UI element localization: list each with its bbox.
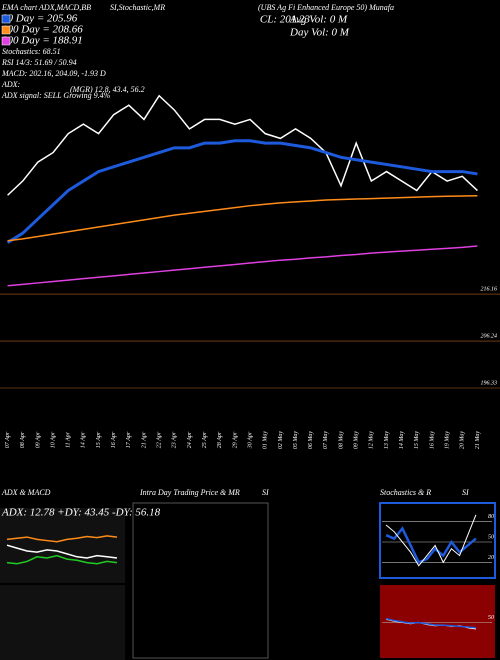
x-tick-label: 20 May [460, 431, 466, 449]
x-tick-label: 14 Apr [80, 431, 87, 448]
x-tick-label: 17 Apr [126, 431, 132, 448]
x-tick-label: 13 May [384, 431, 390, 449]
x-tick-label: 15 May [414, 431, 420, 449]
x-tick-label: 19 May [444, 431, 450, 449]
series-line [6, 554, 118, 565]
header-line: 20 Day = 205.96 [2, 13, 78, 25]
x-tick-label: 01 May [263, 431, 269, 449]
y-tick-label: 20 [488, 555, 494, 561]
x-tick-label: 30 Apr [247, 431, 253, 449]
x-tick-label: 28 Apr [217, 431, 223, 448]
x-tick-label: 10 Apr [50, 431, 56, 448]
x-tick-label: 29 Apr [232, 431, 238, 448]
legend-swatch [1, 25, 11, 35]
macd-panel [0, 585, 125, 660]
stoch-si: SI [462, 488, 469, 497]
x-tick-label: 21 Apr [141, 431, 147, 448]
x-tick-label: 09 Apr [35, 431, 41, 448]
intraday-title: Intra Day Trading Price & MR [139, 488, 240, 497]
legend-swatch [1, 36, 11, 46]
x-tick-label: 15 Apr [96, 431, 102, 448]
adx-values: ADX: 12.78 +DY: 43.45 -DY: 56.18 [1, 507, 161, 519]
series-line [385, 617, 476, 629]
header-line: 100 Day = 208.66 [2, 24, 83, 36]
header-line: ADX: [1, 80, 21, 89]
avg-vol: Avg Vol: 0 M [289, 14, 348, 26]
x-tick-label: 14 May [398, 431, 405, 449]
y-tick-label: 196.33 [481, 380, 498, 386]
header-line: Stochastics: 68.51 [2, 47, 61, 56]
x-tick-label: 02 May [278, 431, 284, 449]
x-tick-label: 11 Apr [66, 431, 72, 448]
series-line [7, 94, 478, 196]
series-line [385, 514, 477, 567]
y-tick-label: 50 [488, 615, 494, 621]
header-line: EMA chart ADX,MACD,BB [1, 3, 91, 12]
x-tick-label: 16 May [429, 431, 435, 449]
y-tick-label: 206.24 [481, 332, 498, 339]
intraday-panel [132, 502, 269, 659]
legend-swatch [1, 14, 11, 24]
y-tick-label: 50 [488, 534, 494, 540]
y-tick-label: 216.16 [481, 286, 498, 292]
x-tick-label: 05 May [293, 431, 299, 449]
x-tick-label: 25 Apr [202, 431, 208, 448]
x-tick-label: 06 May [308, 431, 314, 449]
series-line [6, 139, 478, 244]
series-line [7, 245, 478, 287]
adx-title: ADX & MACD [1, 488, 51, 497]
mgr: (MGR) 12.8, 43.4, 56.2 [70, 85, 145, 94]
x-tick-label: 23 Apr [172, 431, 178, 448]
header-line: ADX signal: SELL Growing 9.4% [1, 91, 111, 100]
close-label: CL: 201.23 [260, 14, 311, 26]
x-tick-label: 16 Apr [111, 431, 117, 448]
x-tick-label: 09 May [354, 431, 360, 449]
adx-panel [0, 508, 125, 583]
intraday-si: SI [262, 488, 269, 497]
header-line: MACD: 202.16, 204.09, -1.93 D [1, 69, 106, 78]
header-mid: SI,Stochastic,MR [110, 3, 165, 12]
stoch-title: Stochastics & R [380, 488, 431, 497]
x-tick-label: 21 May [475, 431, 481, 449]
stoch-panel [379, 502, 496, 579]
series-line [6, 544, 118, 559]
x-tick-label: 24 Apr [186, 431, 193, 448]
x-tick-label: 07 Apr [5, 431, 11, 448]
y-tick-label: 80 [488, 514, 494, 520]
series-line [7, 194, 478, 242]
x-tick-label: 22 Apr [157, 431, 163, 448]
header-line: RSI 14/3: 51.69 / 50.94 [1, 58, 77, 67]
header-right: (UBS Ag Fi Enhanced Europe 50) Munafa [258, 3, 394, 12]
header-line: 200 Day = 188.91 [2, 35, 83, 47]
day-vol: Day Vol: 0 M [289, 27, 350, 39]
x-tick-label: 08 May [338, 431, 344, 449]
x-tick-label: 07 May [323, 431, 329, 449]
series-line [6, 535, 118, 543]
x-tick-label: 08 Apr [20, 431, 26, 448]
x-tick-label: 12 May [369, 431, 375, 449]
